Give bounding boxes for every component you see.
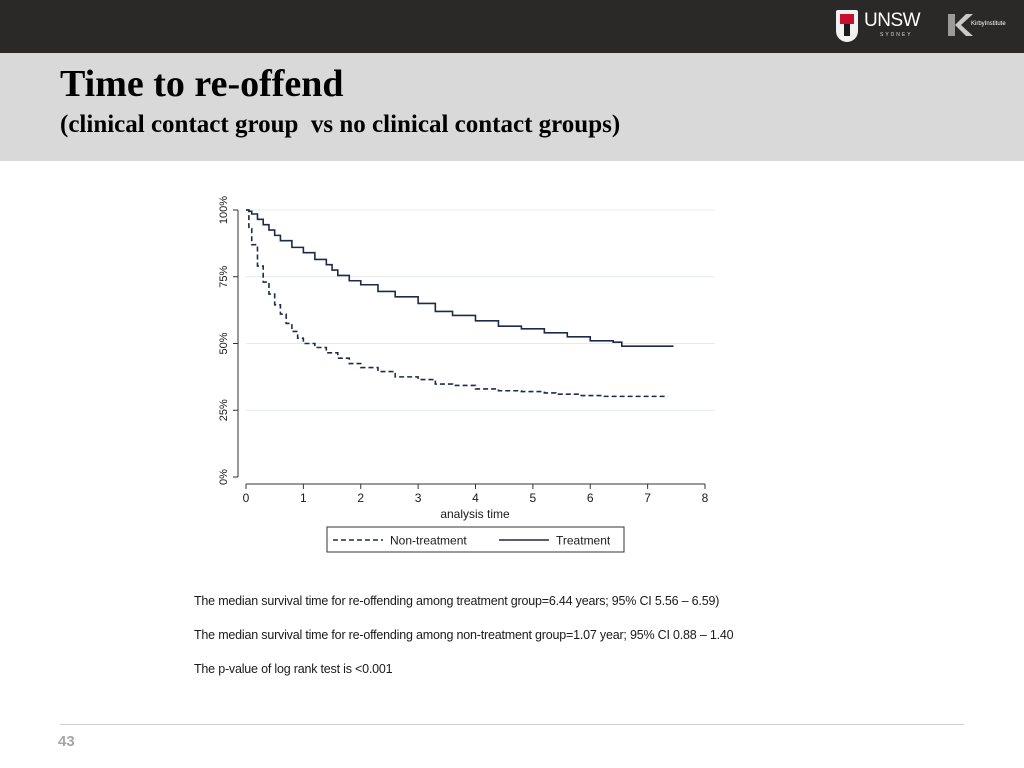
slide-title: Time to re-offend <box>60 63 344 105</box>
p-value-note: The p-value of log rank test is <0.001 <box>194 662 393 676</box>
slide-subtitle: (clinical contact group vs no clinical c… <box>60 111 621 138</box>
survival-chart: 0% 25% 50% 75% 100% 0 1 2 3 4 5 6 7 8 analysis time N… <box>200 185 730 560</box>
unsw-logo: UNSW SYDNEY <box>836 8 926 46</box>
kirby-k-icon <box>948 14 973 36</box>
y-tick-label: 0% <box>218 469 230 485</box>
y-tick-label: 100% <box>218 196 230 224</box>
y-tick-label: 50% <box>218 332 230 354</box>
median-non-treatment-note: The median survival time for re-offendin… <box>194 628 734 642</box>
series-line-treatment <box>246 209 674 347</box>
chart-axes: 0% 25% 50% 75% 100% 0 1 2 3 4 5 6 7 8 <box>218 196 709 505</box>
x-tick-label: 3 <box>415 491 422 505</box>
x-tick-label: 5 <box>530 491 537 505</box>
y-tick-label: 25% <box>218 399 230 421</box>
series-line-non-treatment <box>246 209 668 398</box>
legend-label: Treatment <box>556 534 611 548</box>
kirby-logo-text: KirbyInstitute <box>971 21 1006 27</box>
x-tick-label: 4 <box>472 491 479 505</box>
footer-divider <box>60 724 964 725</box>
x-tick-label: 8 <box>702 491 709 505</box>
unsw-logo-subtext: SYDNEY <box>880 32 913 38</box>
y-tick-label: 75% <box>218 266 230 288</box>
x-axis-label: analysis time <box>440 507 510 521</box>
top-header-bar: UNSW SYDNEY KirbyInstitute <box>0 0 1024 53</box>
page-number: 43 <box>58 733 75 750</box>
chart-gridlines <box>246 209 715 411</box>
x-tick-label: 0 <box>243 491 250 505</box>
kirby-institute-logo: KirbyInstitute <box>946 12 1016 40</box>
x-tick-label: 2 <box>357 491 364 505</box>
unsw-logo-text: UNSW <box>864 10 921 31</box>
chart-background <box>200 185 730 560</box>
chart-series <box>246 209 674 398</box>
x-tick-label: 6 <box>587 491 594 505</box>
title-band <box>0 53 1024 161</box>
x-tick-label: 7 <box>644 491 651 505</box>
legend-label: Non-treatment <box>390 534 467 548</box>
median-treatment-note: The median survival time for re-offendin… <box>194 594 720 608</box>
unsw-crest-icon <box>836 10 858 42</box>
x-tick-label: 1 <box>300 491 307 505</box>
chart-legend: Non-treatment Treatment <box>326 526 625 553</box>
